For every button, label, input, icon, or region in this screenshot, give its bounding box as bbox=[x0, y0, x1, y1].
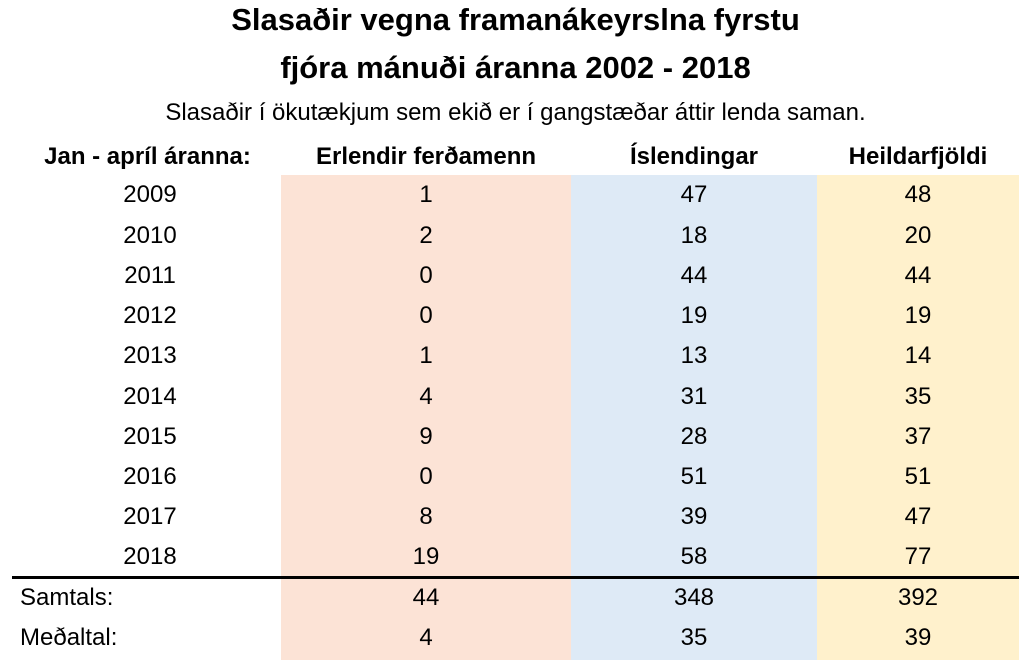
cell-heildarfjoldi: 14 bbox=[904, 342, 932, 369]
table-row: 2018 19 58 77 bbox=[0, 537, 1031, 577]
cell-islendingar: 31 bbox=[680, 383, 708, 410]
column-bg-erlendir bbox=[281, 175, 571, 660]
cell-year: 2009 bbox=[123, 181, 177, 208]
cell-year: 2015 bbox=[123, 423, 177, 450]
table-row: 2010 2 18 20 bbox=[0, 216, 1031, 256]
cell-islendingar: 51 bbox=[680, 463, 708, 490]
table-row: 2009 1 47 48 bbox=[0, 175, 1031, 215]
header-islendingar: Íslendingar bbox=[629, 143, 759, 170]
cell-erlendir: 44 bbox=[412, 584, 440, 611]
summary-label: Samtals: bbox=[20, 584, 114, 611]
cell-heildarfjoldi: 51 bbox=[904, 463, 932, 490]
cell-erlendir: 1 bbox=[419, 342, 433, 369]
table-row: 2015 9 28 37 bbox=[0, 417, 1031, 457]
column-bg-islendingar bbox=[571, 175, 817, 660]
cell-islendingar: 18 bbox=[680, 222, 708, 249]
column-bg-heildarfjoldi bbox=[817, 175, 1019, 660]
cell-heildarfjoldi: 37 bbox=[904, 423, 932, 450]
cell-year: 2012 bbox=[123, 302, 177, 329]
cell-erlendir: 0 bbox=[419, 262, 433, 289]
cell-islendingar: 35 bbox=[680, 624, 708, 651]
cell-heildarfjoldi: 19 bbox=[904, 302, 932, 329]
cell-islendingar: 13 bbox=[680, 342, 708, 369]
cell-year: 2018 bbox=[123, 543, 177, 570]
cell-erlendir: 0 bbox=[419, 463, 433, 490]
cell-islendingar: 348 bbox=[673, 584, 715, 611]
cell-erlendir: 1 bbox=[419, 181, 433, 208]
cell-heildarfjoldi: 48 bbox=[904, 181, 932, 208]
cell-year: 2011 bbox=[124, 262, 176, 289]
summary-label: Meðaltal: bbox=[20, 624, 118, 651]
summary-row-total: Samtals: 44 348 392 bbox=[0, 578, 1031, 618]
table-row: 2012 0 19 19 bbox=[0, 296, 1031, 336]
cell-heildarfjoldi: 39 bbox=[904, 624, 932, 651]
cell-erlendir: 0 bbox=[419, 302, 433, 329]
cell-erlendir: 2 bbox=[419, 222, 433, 249]
totals-divider bbox=[12, 576, 1019, 579]
cell-islendingar: 58 bbox=[680, 543, 708, 570]
header-erlendir: Erlendir ferðamenn bbox=[315, 143, 537, 170]
cell-islendingar: 47 bbox=[680, 181, 708, 208]
cell-erlendir: 9 bbox=[419, 423, 433, 450]
cell-islendingar: 28 bbox=[680, 423, 708, 450]
cell-heildarfjoldi: 20 bbox=[904, 222, 932, 249]
cell-year: 2017 bbox=[123, 503, 177, 530]
cell-islendingar: 39 bbox=[680, 503, 708, 530]
cell-erlendir: 4 bbox=[419, 383, 433, 410]
cell-heildarfjoldi: 35 bbox=[904, 383, 932, 410]
cell-erlendir: 8 bbox=[419, 503, 433, 530]
cell-year: 2010 bbox=[123, 222, 177, 249]
table-row: 2011 0 44 44 bbox=[0, 256, 1031, 296]
cell-islendingar: 44 bbox=[680, 262, 708, 289]
cell-erlendir: 4 bbox=[419, 624, 433, 651]
cell-islendingar: 19 bbox=[680, 302, 708, 329]
table-row: 2017 8 39 47 bbox=[0, 497, 1031, 537]
table-row: 2014 4 31 35 bbox=[0, 377, 1031, 417]
page-subtitle: Slasaðir í ökutækjum sem ekið er í gangs… bbox=[165, 99, 866, 126]
table-row: 2013 1 13 14 bbox=[0, 336, 1031, 376]
cell-heildarfjoldi: 47 bbox=[904, 503, 932, 530]
cell-heildarfjoldi: 44 bbox=[904, 262, 932, 289]
cell-year: 2016 bbox=[123, 463, 177, 490]
header-period: Jan - apríl áranna: bbox=[44, 143, 251, 170]
header-heildarfjoldi: Heildarfjöldi bbox=[848, 143, 988, 170]
cell-erlendir: 19 bbox=[412, 543, 440, 570]
summary-row-average: Meðaltal: 4 35 39 bbox=[0, 618, 1031, 658]
table-row: 2016 0 51 51 bbox=[0, 457, 1031, 497]
page-title-line1: Slasaðir vegna framanákeyrslna fyrstu bbox=[231, 2, 800, 37]
cell-heildarfjoldi: 392 bbox=[897, 584, 939, 611]
cell-heildarfjoldi: 77 bbox=[904, 543, 932, 570]
cell-year: 2014 bbox=[123, 383, 177, 410]
page-title-line2: fjóra mánuði áranna 2002 - 2018 bbox=[280, 50, 751, 85]
cell-year: 2013 bbox=[123, 342, 177, 369]
